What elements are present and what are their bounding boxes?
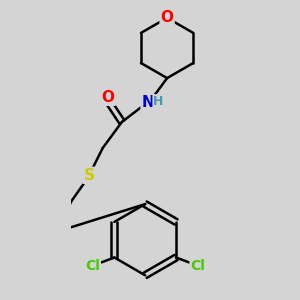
Text: O: O (102, 90, 115, 105)
Text: N: N (142, 95, 154, 110)
Text: H: H (153, 95, 164, 108)
Text: S: S (84, 168, 94, 183)
Text: O: O (160, 10, 174, 25)
Text: Cl: Cl (190, 259, 206, 273)
Text: Cl: Cl (85, 259, 100, 273)
